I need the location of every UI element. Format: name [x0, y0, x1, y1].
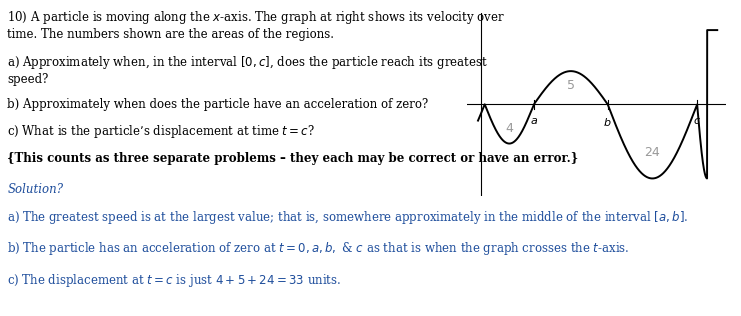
- Text: $c$: $c$: [693, 117, 701, 126]
- Text: 10) A particle is moving along the $x$-axis. The graph at right shows its veloci: 10) A particle is moving along the $x$-a…: [7, 9, 505, 27]
- Text: $a$: $a$: [530, 117, 538, 126]
- Text: a) The greatest speed is at the largest value; that is, somewhere approximately : a) The greatest speed is at the largest …: [7, 209, 688, 226]
- Text: c) What is the particle’s displacement at time $t = c$?: c) What is the particle’s displacement a…: [7, 123, 316, 140]
- Text: {This counts as three separate problems – they each may be correct or have an er: {This counts as three separate problems …: [7, 152, 579, 165]
- Text: time. The numbers shown are the areas of the regions.: time. The numbers shown are the areas of…: [7, 28, 334, 41]
- Text: c) The displacement at $t = c$ is just $4 + 5 + 24 = 33$ units.: c) The displacement at $t = c$ is just $…: [7, 272, 342, 289]
- Text: a) Approximately when, in the interval $[0, c]$, does the particle reach its gre: a) Approximately when, in the interval $…: [7, 54, 488, 71]
- Text: 5: 5: [567, 79, 575, 92]
- Text: speed?: speed?: [7, 73, 49, 86]
- Text: 24: 24: [645, 146, 660, 159]
- Text: b) The particle has an acceleration of zero at $t = 0, a, b,$ & $c$ as that is w: b) The particle has an acceleration of z…: [7, 240, 630, 257]
- Text: $b$: $b$: [603, 117, 612, 129]
- Text: Solution?: Solution?: [7, 183, 64, 196]
- Text: b) Approximately when does the particle have an acceleration of zero?: b) Approximately when does the particle …: [7, 98, 428, 111]
- Text: 4: 4: [505, 122, 514, 135]
